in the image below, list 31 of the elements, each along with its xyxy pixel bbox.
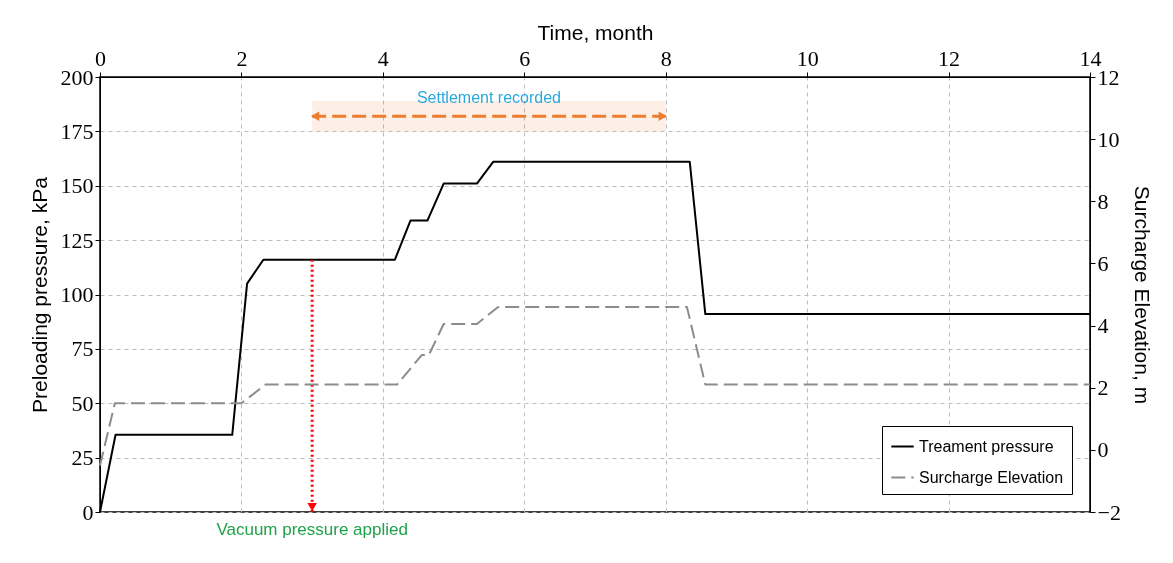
legend-label: Surcharge Elevation [919,468,1064,486]
y-tick-label: 200 [60,64,94,90]
y-tick-label: 175 [60,118,94,144]
y2-tick-label: 4 [1097,313,1109,339]
y2-tick-label: 6 [1097,250,1109,276]
y2-tick-label: 0 [1097,437,1109,463]
line-series [99,305,1091,467]
y-tick-label: 0 [82,499,94,525]
x-tick-label: 14 [1079,45,1102,71]
y2-tick-label: −2 [1097,499,1121,525]
y-tick-label: 50 [71,390,94,416]
band-label: Settlement recorded [416,89,561,107]
y-tick-label: 100 [60,282,94,307]
y2-tick-label: 2 [1097,375,1109,401]
y2-tick-label: 8 [1097,188,1109,214]
y2-axis-title: Surcharge Elevation, m [1130,185,1154,405]
legend-label: Treament pressure [919,437,1054,455]
x-tick-label: 2 [236,45,248,71]
y2-tick-label: 10 [1097,126,1120,152]
x-tick-label: 12 [938,45,961,71]
x-tick-label: 10 [796,45,819,71]
x-tick-label: 4 [377,45,389,71]
y-tick-label: 75 [71,336,94,362]
y-tick-label: 125 [60,227,94,253]
y-axis-title: Preloading pressure, kPa [27,176,51,413]
x-tick-label: 6 [519,45,531,71]
x-tick-label: 8 [660,45,672,71]
x-axis-title: Time, month [537,20,654,44]
y-tick-label: 150 [60,173,94,199]
ref-line-label: Vacuum pressure applied [216,520,408,539]
y-tick-label: 25 [71,445,94,471]
